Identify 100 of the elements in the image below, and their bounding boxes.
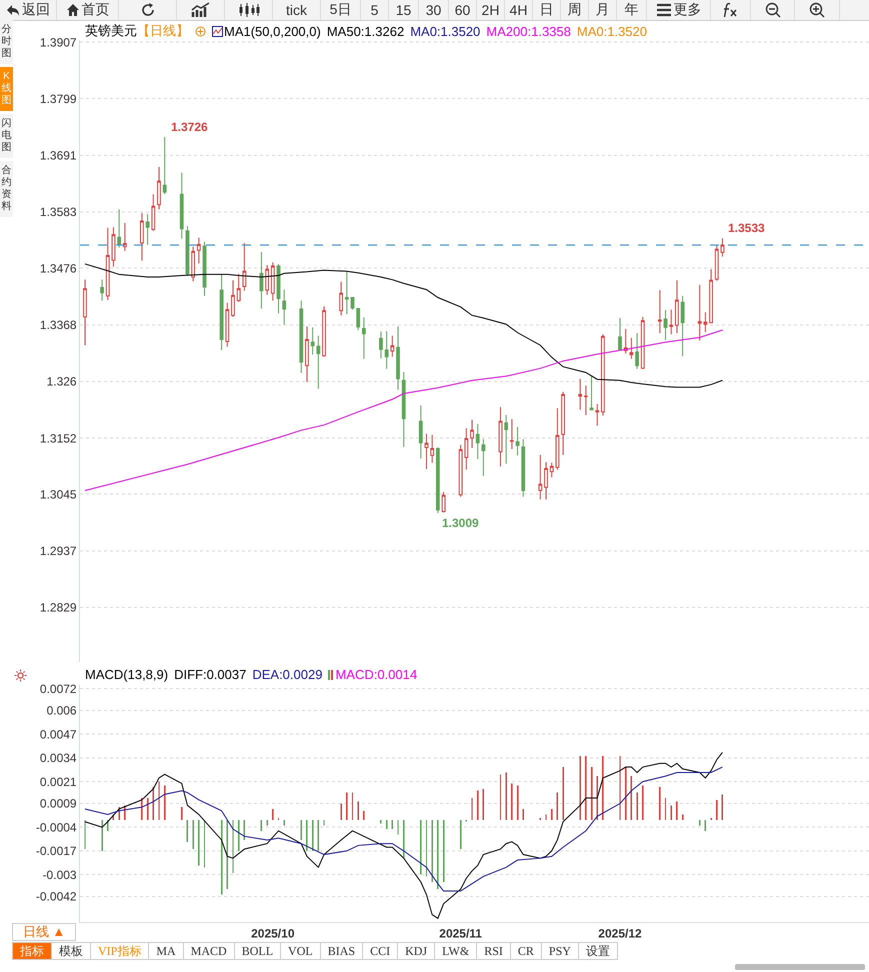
candlestick [464,428,468,470]
text: 年 [624,1,638,19]
candlestick [714,244,719,282]
candlestick [191,246,196,282]
candlestick [482,438,486,476]
x-tick-label: 2025/10 [251,926,295,940]
candlestick [305,326,309,382]
candlestick [720,238,724,258]
candlestick [680,295,684,357]
text: 5 [370,2,378,18]
y-tick-label: 1.3476 [40,261,77,276]
legend-label: MACD:0.0014 [335,667,418,682]
candlestick [436,447,440,514]
text: 指标 [12,942,52,960]
candlestick [538,454,542,500]
candlestick [498,406,502,467]
candlestick [350,296,354,310]
candlestick [669,309,674,335]
text: 周 [568,1,582,19]
x-tick-label: 2025/12 [598,926,642,940]
chart-title: 英镑美元 [85,22,137,40]
text: 月 [596,1,610,19]
text: 首页 [82,1,110,19]
text: MACD [184,942,235,960]
text: 返回 [22,1,50,19]
candlestick [270,262,275,302]
text: VOL [281,942,321,960]
text: 闪电图 [0,114,13,158]
text: 分时图 [0,20,13,64]
text: 60 [454,2,470,18]
candlestick [236,273,241,302]
candlestick [106,227,110,301]
y-tick-label: 1.3152 [40,431,77,446]
chart-subtitle: 【日线】 [137,22,189,40]
y-tick-label: 1.3045 [40,487,77,502]
text: BIAS [320,942,364,960]
candlestick [322,306,326,358]
candlestick [299,300,304,374]
candlestick [635,332,639,370]
candlestick [362,316,366,360]
candlestick [117,208,122,248]
candlestick [521,438,526,498]
candlestick [220,274,224,350]
text: LW& [435,942,478,960]
text: RSI [477,942,511,960]
candlestick [396,326,400,390]
candlestick [316,335,320,390]
text: MA0:1.3520 [410,24,480,38]
y-tick-label: 0.0009 [40,796,77,811]
candlestick [276,263,280,314]
candlestick [424,433,428,470]
y-tick-label: -0.0017 [36,844,77,858]
candlestick [470,419,474,449]
text: 2H [482,2,500,18]
text: 日 [540,1,554,19]
candlestick [504,414,508,464]
candlestick [618,317,622,350]
candlestick [202,241,206,296]
candlestick [629,337,634,360]
candlestick [442,492,446,514]
candlestick [584,385,588,416]
text: K线图 [0,67,13,111]
candlestick [162,136,167,195]
candlestick [590,376,594,411]
text: MA [149,942,184,960]
candlestick [112,226,116,268]
candlestick [601,334,605,416]
y-tick-label: 1.3907 [40,35,77,50]
candlestick [265,264,270,296]
y-tick-label: 1.3799 [40,92,77,106]
text: CCI [363,942,398,960]
candlestick [344,271,349,315]
candlestick [339,281,343,316]
candlestick [231,280,235,318]
candlestick [624,328,628,354]
candlestick [180,172,184,240]
candlestick [242,242,246,292]
y-tick-label: -0.0004 [36,820,77,834]
candlestick [516,426,520,456]
candlestick [402,371,406,448]
text: 30 [426,2,442,18]
candlestick [664,310,668,340]
text: 更多 [674,1,702,19]
y-tick-label: 0.0072 [40,682,77,696]
candlestick [476,423,480,460]
y-tick-label: 0.0047 [40,727,77,742]
y-tick-label: 1.2937 [40,544,77,558]
line-series [84,766,723,892]
candlestick [561,391,565,456]
candlestick [83,279,87,346]
y-tick-label: 1.3368 [40,318,77,332]
text: MA200:1.3358 [486,24,571,38]
candlestick [151,194,156,232]
y-tick-label: -0.003 [42,868,77,882]
candlestick [282,289,286,326]
y-tick-label: 0.006 [46,704,77,718]
line-series [84,263,723,388]
chart-title: MACD(13,8,9) [85,667,168,682]
text: 合约资料 [0,161,13,217]
candlestick [140,212,144,262]
